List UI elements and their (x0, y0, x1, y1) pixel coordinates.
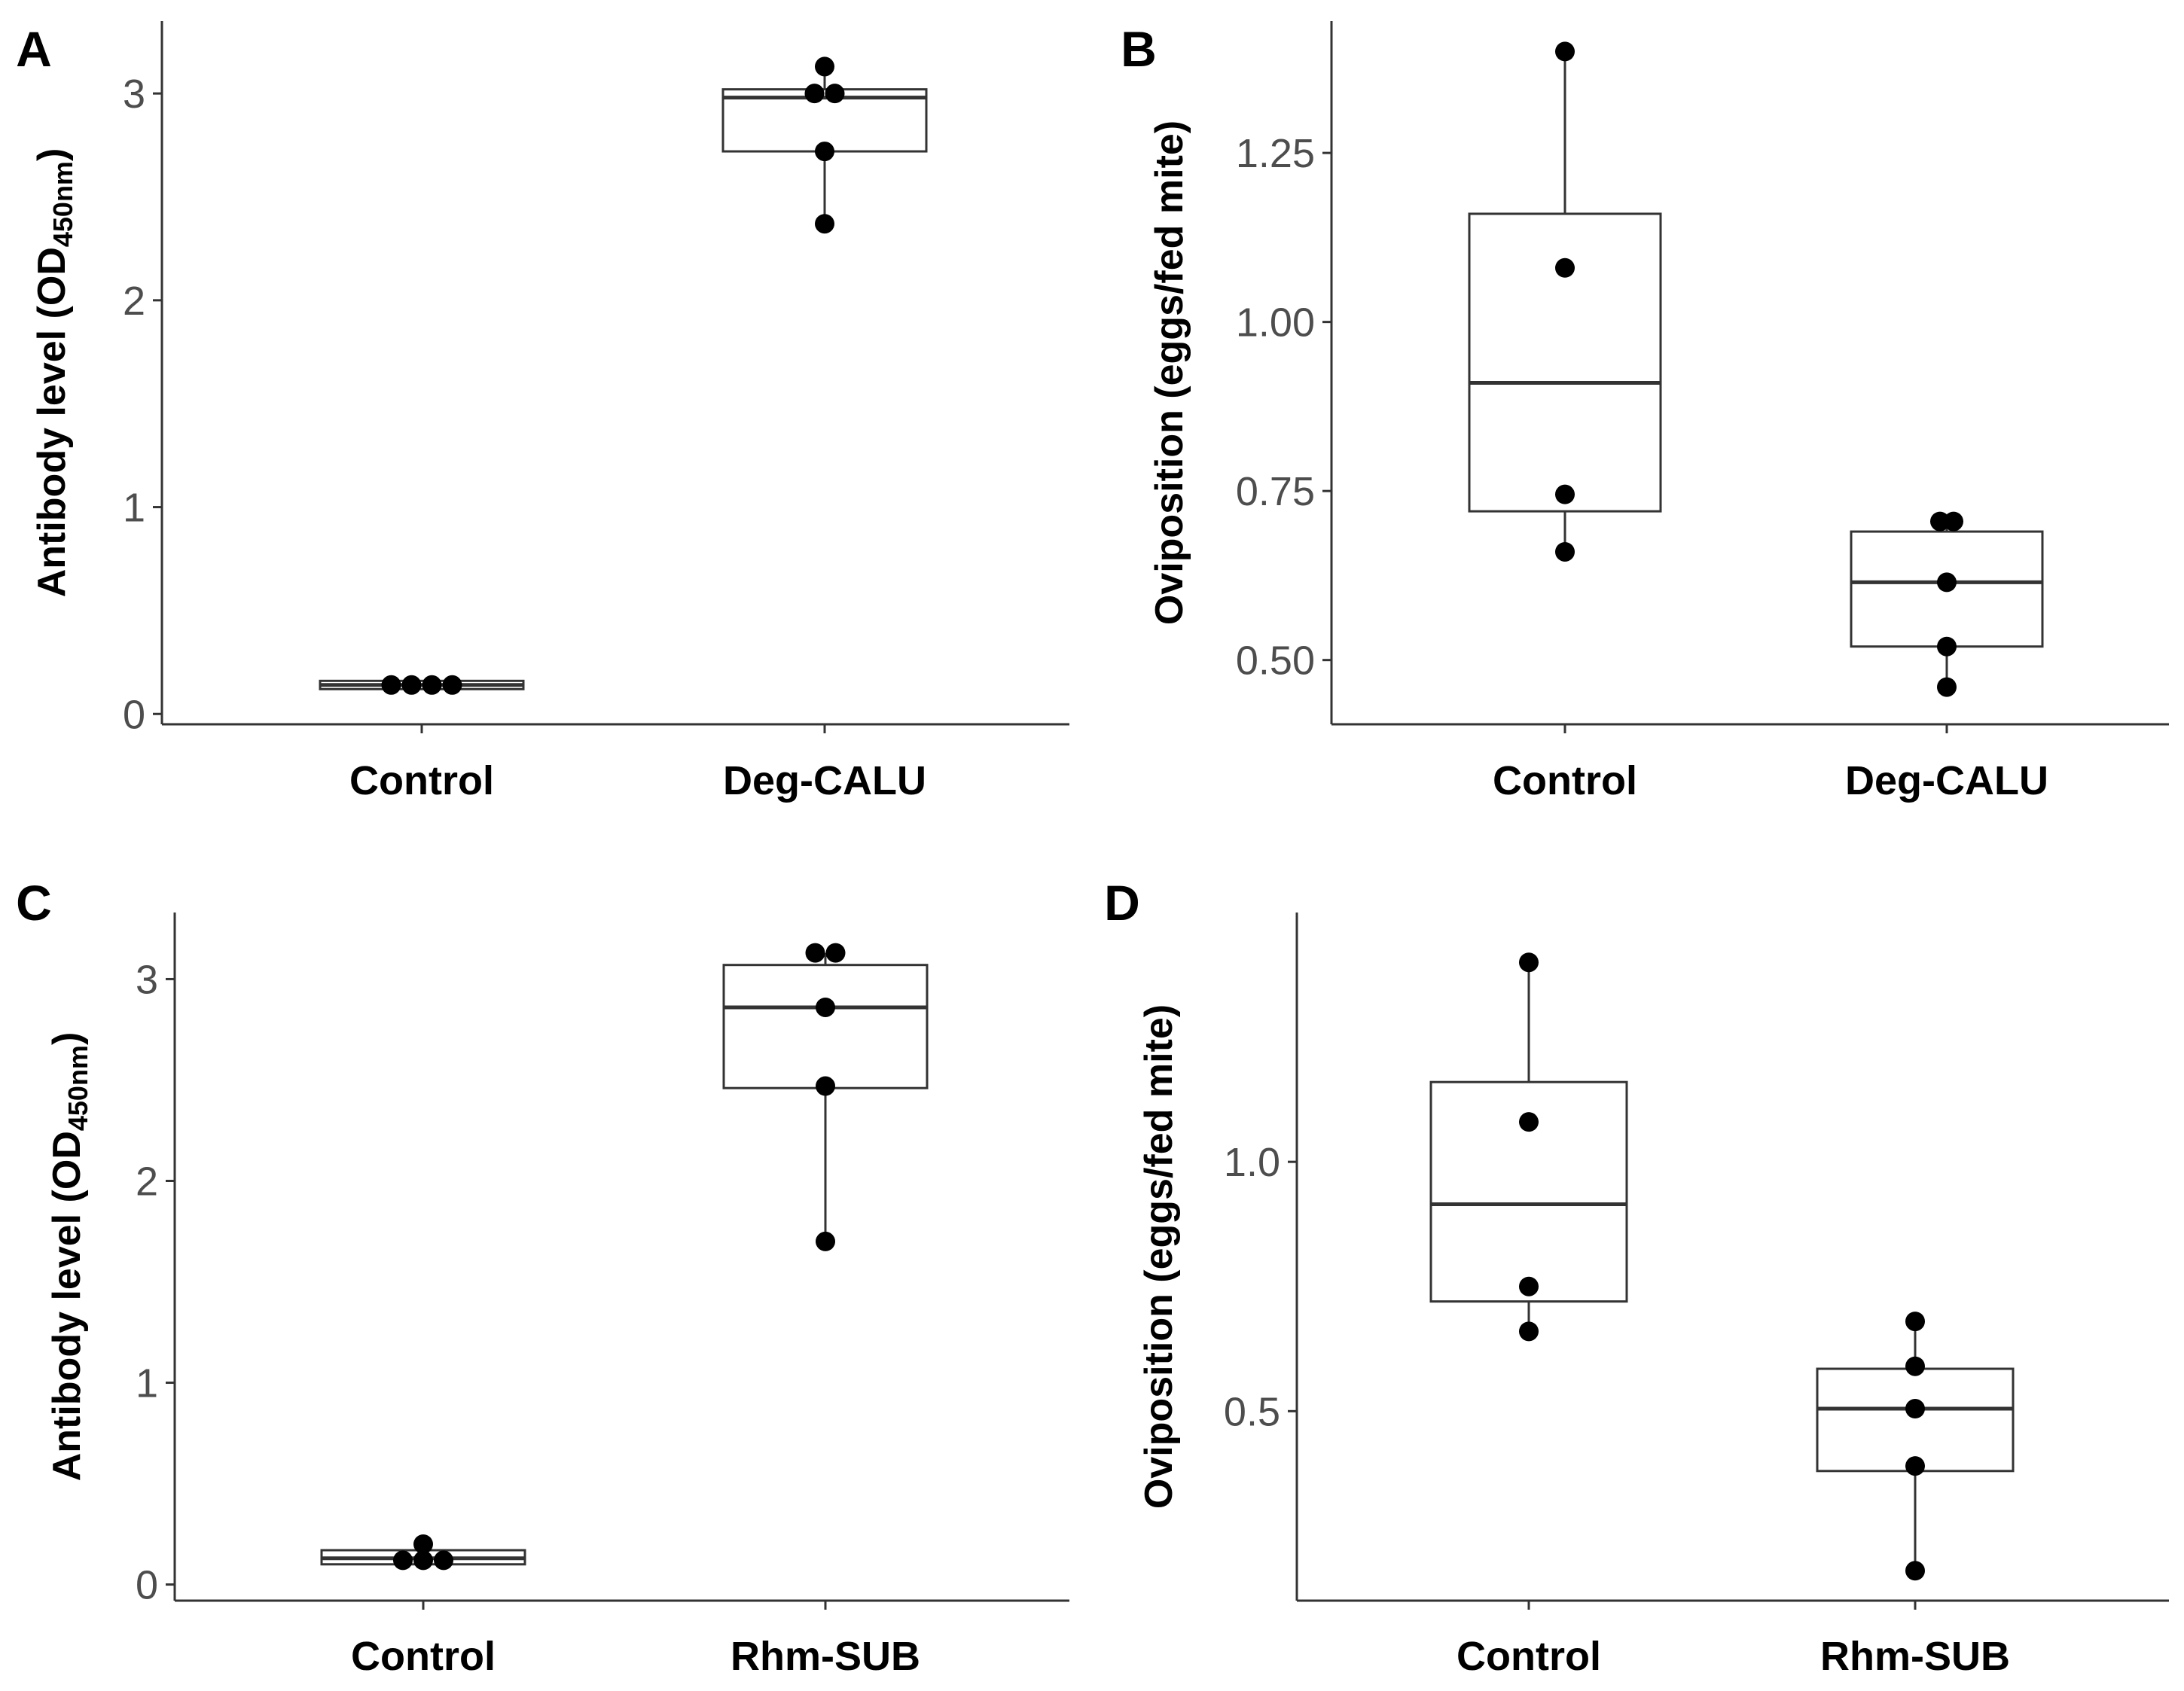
data-point (401, 675, 422, 695)
data-point (816, 1076, 835, 1096)
y-tick-label: 1 (136, 1361, 158, 1406)
panel-label: C (16, 875, 52, 931)
data-point (1944, 511, 1963, 532)
box-rhm-sub (1816, 1312, 2015, 1581)
data-point (1937, 677, 1957, 697)
x-tick-label: Rhm-SUB (731, 1634, 920, 1679)
data-point (815, 56, 834, 77)
y-tick-label: 1 (123, 486, 145, 531)
data-point (393, 1550, 413, 1571)
y-axis-label: Antibody level (OD450nm) (30, 148, 78, 598)
data-point (1519, 1276, 1539, 1296)
data-point (1905, 1456, 1925, 1476)
data-point (1555, 484, 1575, 504)
data-point (804, 84, 825, 104)
x-tick-label: Control (351, 1634, 496, 1679)
data-point (815, 142, 834, 162)
box-deg-calu (1850, 511, 2044, 697)
y-tick-label: 0.5 (1224, 1389, 1280, 1434)
y-axis-label: Antibody level (OD450nm) (45, 1032, 93, 1482)
y-axis-label: Oviposition (eggs/fed mite) (1137, 1004, 1181, 1509)
data-point (1555, 41, 1575, 62)
data-point (805, 943, 825, 963)
data-point (1905, 1399, 1925, 1419)
data-point (1519, 1112, 1539, 1132)
box-rhm-sub (722, 943, 929, 1251)
data-point (1930, 511, 1950, 532)
data-point (381, 675, 401, 695)
y-tick-label: 1.00 (1236, 300, 1315, 346)
box-control (1429, 952, 1628, 1342)
data-point (422, 675, 442, 695)
data-point (815, 214, 834, 234)
y-tick-label: 0.50 (1236, 638, 1315, 684)
data-point (1937, 572, 1957, 593)
x-tick-label: Deg-CALU (723, 758, 926, 803)
data-point (816, 997, 835, 1017)
x-tick-label: Rhm-SUB (1820, 1634, 2010, 1679)
panel-a: 0 1 2 3 Antibody level (OD450nm) A Control Deg-… (16, 21, 1069, 803)
data-point (1905, 1356, 1925, 1376)
data-point (434, 1550, 453, 1571)
y-tick-label: 2 (123, 279, 145, 324)
x-tick-label: Deg-CALU (1845, 758, 2048, 803)
data-point (1555, 257, 1575, 278)
y-tick-label: 1.0 (1224, 1140, 1280, 1185)
box-deg-calu (721, 56, 928, 234)
y-tick-label: 0 (136, 1563, 158, 1608)
data-point (1555, 541, 1575, 562)
data-point (442, 675, 462, 695)
panel-label: A (16, 21, 52, 77)
y-tick-label: 1.25 (1236, 131, 1315, 176)
data-point (825, 84, 845, 104)
data-point (816, 1231, 835, 1251)
box-control (320, 1534, 526, 1571)
y-tick-label: 0.75 (1236, 469, 1315, 514)
data-point (1519, 1321, 1539, 1342)
box-control (319, 675, 525, 695)
data-point (1905, 1312, 1925, 1332)
box-iqr (721, 88, 928, 153)
x-tick-label: Control (349, 758, 494, 803)
box-iqr (722, 964, 929, 1089)
panel-d: 0.5 1.0 Oviposition (eggs/fed mite) D Contro… (1104, 875, 2169, 1679)
data-point (825, 943, 846, 963)
data-point (413, 1550, 433, 1571)
box-control (1468, 41, 1662, 562)
data-point (413, 1534, 433, 1554)
panel-label: B (1121, 21, 1157, 77)
x-tick-label: Control (1457, 1634, 1601, 1679)
y-tick-label: 3 (136, 957, 158, 1002)
data-point (1905, 1561, 1925, 1581)
data-point (1519, 952, 1539, 973)
y-axis-label: Oviposition (eggs/fed mite) (1148, 120, 1191, 625)
y-tick-label: 3 (123, 72, 145, 117)
x-tick-label: Control (1493, 758, 1637, 803)
y-tick-label: 0 (123, 692, 145, 737)
data-point (1937, 636, 1957, 657)
box-iqr (1816, 1367, 2015, 1473)
panel-label: D (1104, 875, 1140, 931)
y-tick-label: 2 (136, 1159, 158, 1204)
panel-b: 0.50 0.75 1.00 1.25 Oviposition (eggs/fed mi… (1121, 21, 2169, 803)
panel-c: 0 1 2 3 Antibody level (OD450nm) C Control Rhm-… (16, 875, 1069, 1679)
